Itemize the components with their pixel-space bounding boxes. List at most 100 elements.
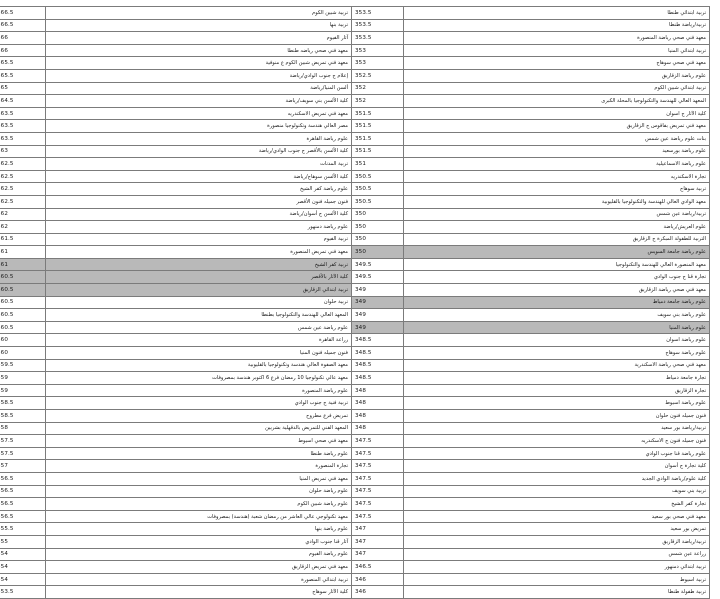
- table-row: تربية/رياضة عين شمس 350: [351, 207, 710, 222]
- table-row: كلية الألسن سوهاج/رياضة362.5: [0, 169, 352, 184]
- table-row: تربية اسيوط 346: [351, 572, 710, 587]
- right-score-table: تربية ابتدائي طنطا 353.5 تربية/رياضة طنطا 3…: [351, 6, 710, 599]
- table-row: علوم رياضة بني سويف 349: [351, 308, 710, 322]
- row-score-cell: 362.5: [0, 169, 46, 184]
- row-score-cell: 355.5: [0, 522, 46, 536]
- table-row: معهد الوادي العالي للهندسة والتكنولوجيا …: [351, 194, 710, 209]
- table-row: فنون جميله فنون المنيا360: [0, 346, 352, 360]
- table-row: تجارة كفر الشيخ 347.5: [351, 497, 710, 511]
- row-name-cell: كلية الآثار سوهاج: [45, 585, 352, 599]
- table-row: تربية/رياضة الزقازيق 347: [351, 534, 710, 549]
- row-name-cell: علوم رياضة طنطا: [45, 446, 352, 461]
- row-name-cell: كلية الآثار بالأقصر: [45, 270, 352, 285]
- row-name-cell: تربية حلوان: [45, 295, 352, 310]
- table-row: علوم رياضة المنيا 349: [351, 320, 710, 335]
- row-score-cell: 359: [0, 383, 46, 398]
- table-row: معهد فني تمريض المنصورة361: [0, 245, 352, 259]
- table-row: علوم رياضة بورسعيد 351.5: [351, 144, 710, 159]
- table-row: آثار قنا جنوب الوادي355: [0, 534, 352, 549]
- row-score-cell: 366.5: [0, 6, 46, 20]
- row-score-cell: 360: [0, 333, 46, 348]
- row-name-cell: علوم رياضة بورسعيد: [403, 144, 710, 159]
- table-row: التربية للطفولة المبكرة ج الزقازيق 350: [351, 232, 710, 247]
- row-name-cell: علوم رياضة المنيا: [403, 320, 710, 335]
- row-name-cell: علوم رياضة الفيوم: [45, 547, 352, 562]
- row-name-cell: تربية سوهاج: [403, 182, 710, 196]
- row-name-cell: التربية للطفولة المبكرة ج الزقازيق: [403, 232, 710, 247]
- row-name-cell: تجارة المنصورة: [45, 459, 352, 473]
- row-name-cell: تربية ابتدائي دمنهور: [403, 560, 710, 574]
- row-name-cell: كلية تجارة ج أسوان: [403, 459, 710, 473]
- row-score-cell: 362.5: [0, 157, 46, 171]
- table-row: علوم رياضة الزقازيق 352.5: [351, 68, 710, 83]
- table-row: معهد فني تمريض بفاقوس ج الزقازيق 351.5: [351, 119, 710, 133]
- row-name-cell: تربية ابتدائي المنيا: [403, 43, 710, 58]
- row-name-cell: علوم رياضة الاسماعيلية: [403, 157, 710, 171]
- row-name-cell: المعهد الفني للتمريض بالدقهلية بشربين: [45, 421, 352, 436]
- table-row: تربية/رياضة بور سعيد 348: [351, 421, 710, 436]
- row-score-cell: 356.5: [0, 497, 46, 511]
- row-score-cell: 362.5: [0, 182, 46, 196]
- table-row: تربية ابتدائي شبين الكوم 352: [351, 81, 710, 96]
- row-score-cell: 360.5: [0, 295, 46, 310]
- row-name-cell: كلية علوم/رياضة الوادي الجديد: [403, 471, 710, 486]
- row-name-cell: معهد تكنولوجي عالي العاشر من رمضان شعبة …: [45, 509, 352, 524]
- table-row: بنات علوم رياضة عين شمس 351.5: [351, 131, 710, 146]
- row-name-cell: تربية اسيوط: [403, 572, 710, 587]
- row-name-cell: معهد فني صحي بور سعيد: [403, 509, 710, 524]
- row-name-cell: تمريض فرع مطروح: [45, 409, 352, 423]
- row-name-cell: تربية كفر الشيخ: [45, 257, 352, 272]
- row-name-cell: المعهد العالي للهندسة والتكنولوجيا بطنطا: [45, 308, 352, 322]
- row-name-cell: علوم رياضة عين شمس: [45, 320, 352, 335]
- right-table-body: تربية ابتدائي طنطا 353.5 تربية/رياضة طنطا 3…: [351, 6, 710, 599]
- table-row: كلية علوم/رياضة الوادي الجديد 347.5: [351, 471, 710, 486]
- table-row: علوم رياضة جامعة السويس 350: [351, 245, 710, 259]
- right-page-column: تربية ابتدائي طنطا 353.5 تربية/رياضة طنطا 3…: [351, 6, 720, 599]
- table-row: تربية طفولة طنطا 346: [351, 585, 710, 599]
- row-score-cell: 352.5: [351, 68, 404, 83]
- row-name-cell: تجارة قنا ج جنوب الوادي: [403, 270, 710, 285]
- row-score-cell: 348: [351, 421, 404, 436]
- row-score-cell: 365.5: [0, 68, 46, 83]
- table-row: المعهد العالي للهندسة والتكنولوجيا بطنطا…: [0, 308, 352, 322]
- row-score-cell: 349.5: [351, 270, 404, 285]
- table-row: علوم رياضة الاسماعيلية 351: [351, 157, 710, 171]
- row-name-cell: علوم رياضة بنها: [45, 522, 352, 536]
- row-score-cell: 348.5: [351, 358, 404, 373]
- row-name-cell: كلية الآثار ج اسوان: [403, 106, 710, 121]
- row-name-cell: معهد فني تمريض المنصورة: [45, 245, 352, 259]
- table-row: تربية حلوان360.5: [0, 295, 352, 310]
- row-name-cell: تجارة الزقازيق: [403, 383, 710, 398]
- row-name-cell: تربية/رياضة عين شمس: [403, 207, 710, 222]
- table-row: تربية المدنات362.5: [0, 157, 352, 171]
- table-row: معهد فني تمريض الاسكندريه363.5: [0, 106, 352, 121]
- table-row: علوم رياضة طنطا357.5: [0, 446, 352, 461]
- row-name-cell: إعلام ج جنوب الوادي/رياضة: [45, 68, 352, 83]
- row-score-cell: 353.5: [351, 18, 404, 33]
- row-name-cell: معهد فني صحي رياضة الاسكندرية: [403, 358, 710, 373]
- table-row: كلية الآثار ج اسوان 351.5: [351, 106, 710, 121]
- table-row: معهد فني صحي بور سعيد 347.5: [351, 509, 710, 524]
- row-score-cell: 365: [0, 81, 46, 96]
- row-score-cell: 357.5: [0, 434, 46, 448]
- row-name-cell: معهد فني صحي رياضه طنطا: [45, 43, 352, 58]
- table-row: فنون جميله فنون حلوان 348: [351, 409, 710, 423]
- row-score-cell: 356.5: [0, 509, 46, 524]
- row-name-cell: تربية المدنات: [45, 157, 352, 171]
- table-row: معهد الصفوة العالي هندسة وتكنولوجيا بالق…: [0, 358, 352, 373]
- row-name-cell: علوم رياضة جامعة السويس: [403, 245, 710, 259]
- row-score-cell: 357: [0, 459, 46, 473]
- row-name-cell: معهد فني تمريض الزقازيق: [45, 560, 352, 574]
- row-score-cell: 360: [0, 346, 46, 360]
- row-name-cell: بنات علوم رياضة عين شمس: [403, 131, 710, 146]
- row-score-cell: 353.5: [351, 6, 404, 20]
- row-score-cell: 365.5: [0, 56, 46, 70]
- row-score-cell: 359.5: [0, 358, 46, 373]
- table-row: تجارة قنا ج جنوب الوادي 349.5: [351, 270, 710, 285]
- table-row: كلية الآثار بالأقصر360.5: [0, 270, 352, 285]
- row-name-cell: ألسن المنيا/رياضة: [45, 81, 352, 96]
- row-score-cell: 360.5: [0, 270, 46, 285]
- row-score-cell: 363.5: [0, 119, 46, 133]
- row-score-cell: 356.5: [0, 471, 46, 486]
- row-score-cell: 353: [351, 43, 404, 58]
